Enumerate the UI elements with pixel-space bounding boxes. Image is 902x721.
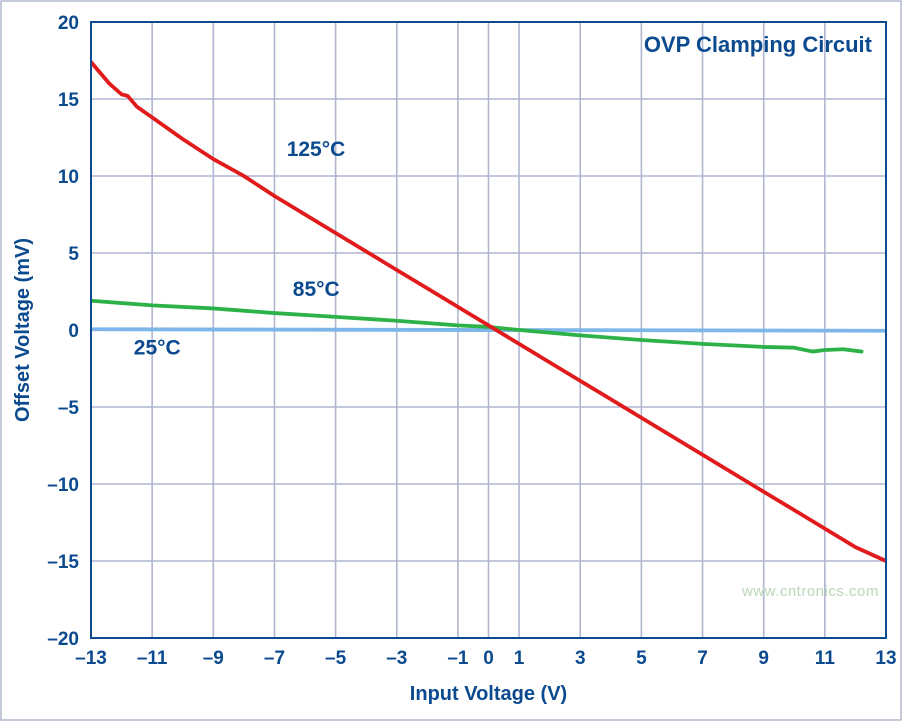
x-tick-label: –7	[264, 648, 285, 669]
chart-container: –13–11–9–7–5–3–10135791113–20–15–10–5051…	[0, 0, 902, 721]
x-tick-label: 9	[758, 648, 769, 669]
y-tick-label: 5	[68, 244, 79, 265]
line-chart: –13–11–9–7–5–3–10135791113–20–15–10–5051…	[0, 0, 902, 721]
y-tick-labels: –20 –15 –10 –5 0 5 10 15 20	[47, 13, 79, 650]
y-tick-label: –5	[58, 398, 80, 419]
x-tick-label: 13	[875, 648, 896, 669]
x-tick-label: 5	[636, 648, 647, 669]
y-tick-label: 15	[58, 90, 80, 111]
x-tick-label: –9	[203, 648, 224, 669]
y-axis-label: Offset Voltage (mV)	[12, 238, 34, 422]
series-label-s85: 85°C	[293, 278, 340, 301]
x-tick-label: 1	[514, 648, 525, 669]
y-tick-label: –20	[47, 629, 79, 650]
series-label-s125: 125°C	[287, 138, 346, 161]
y-tick-label: 20	[58, 13, 79, 34]
series-line-s25	[91, 329, 886, 331]
x-tick-label: 11	[815, 648, 836, 669]
y-tick-label: –15	[47, 552, 79, 573]
y-tick-label: –10	[47, 475, 79, 496]
x-tick-label: –1	[447, 648, 469, 669]
x-tick-label: –11	[137, 648, 168, 669]
x-tick-label: –3	[386, 648, 407, 669]
series-label-s25: 25°C	[134, 337, 181, 360]
x-tick-label: 7	[697, 648, 708, 669]
x-axis-label: Input Voltage (V)	[410, 683, 567, 705]
x-tick-label: 3	[575, 648, 586, 669]
x-tick-label: –5	[325, 648, 347, 669]
x-tick-label: 0	[483, 648, 494, 669]
x-tick-labels: –13–11–9–7–5–3–10135791113	[75, 648, 896, 669]
chart-title: OVP Clamping Circuit	[644, 32, 873, 57]
y-tick-label: 10	[58, 167, 79, 188]
y-tick-label: 0	[68, 321, 79, 342]
x-tick-label: –13	[75, 648, 107, 669]
